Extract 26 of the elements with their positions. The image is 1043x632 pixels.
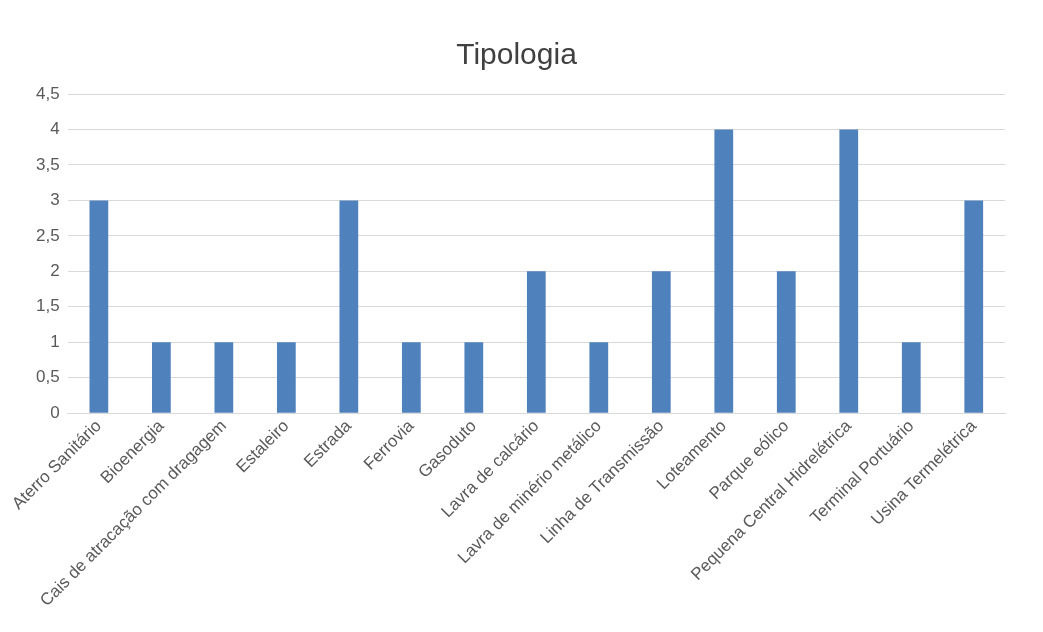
bar (214, 342, 234, 413)
bar (401, 342, 421, 413)
y-tick-label: 2 (50, 261, 60, 280)
bar (839, 129, 859, 413)
y-tick-label: 0 (50, 402, 60, 422)
bar (276, 342, 296, 413)
y-tick-label: 0,5 (35, 367, 60, 387)
bar (964, 200, 984, 413)
y-tick-label: 1,5 (35, 296, 60, 316)
bar (152, 342, 171, 413)
bar (89, 200, 109, 413)
y-tick-label: 2,5 (35, 225, 60, 245)
bar (714, 129, 734, 413)
y-tick-label: 4,5 (35, 83, 60, 103)
bar (651, 271, 671, 413)
y-tick-label: 4 (50, 119, 60, 139)
bar (464, 342, 484, 413)
bar (526, 271, 546, 413)
y-tick-label: 1 (50, 331, 60, 351)
y-tick-label: 3,5 (35, 154, 60, 174)
y-tick-label: 3 (50, 190, 60, 210)
bar (589, 342, 609, 413)
bar (776, 271, 796, 413)
chart-title: Tipologia (456, 37, 578, 71)
bar (901, 342, 921, 413)
bar (339, 200, 359, 413)
